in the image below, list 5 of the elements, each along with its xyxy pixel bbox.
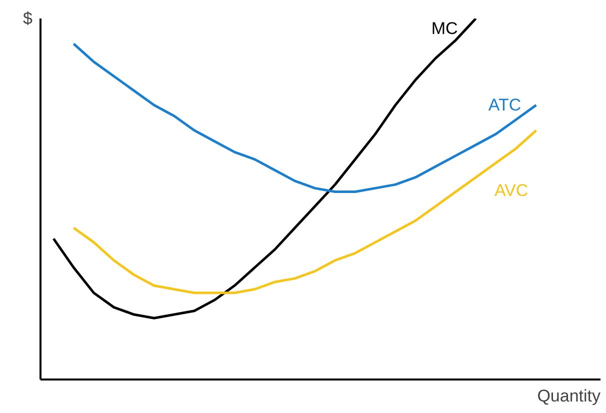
series-label: AVC bbox=[494, 180, 528, 200]
series-label: ATC bbox=[488, 96, 522, 115]
series-label: MC bbox=[431, 19, 458, 38]
y-axis-title: $ bbox=[23, 9, 34, 28]
x-axis-title: Quantity bbox=[537, 386, 601, 406]
